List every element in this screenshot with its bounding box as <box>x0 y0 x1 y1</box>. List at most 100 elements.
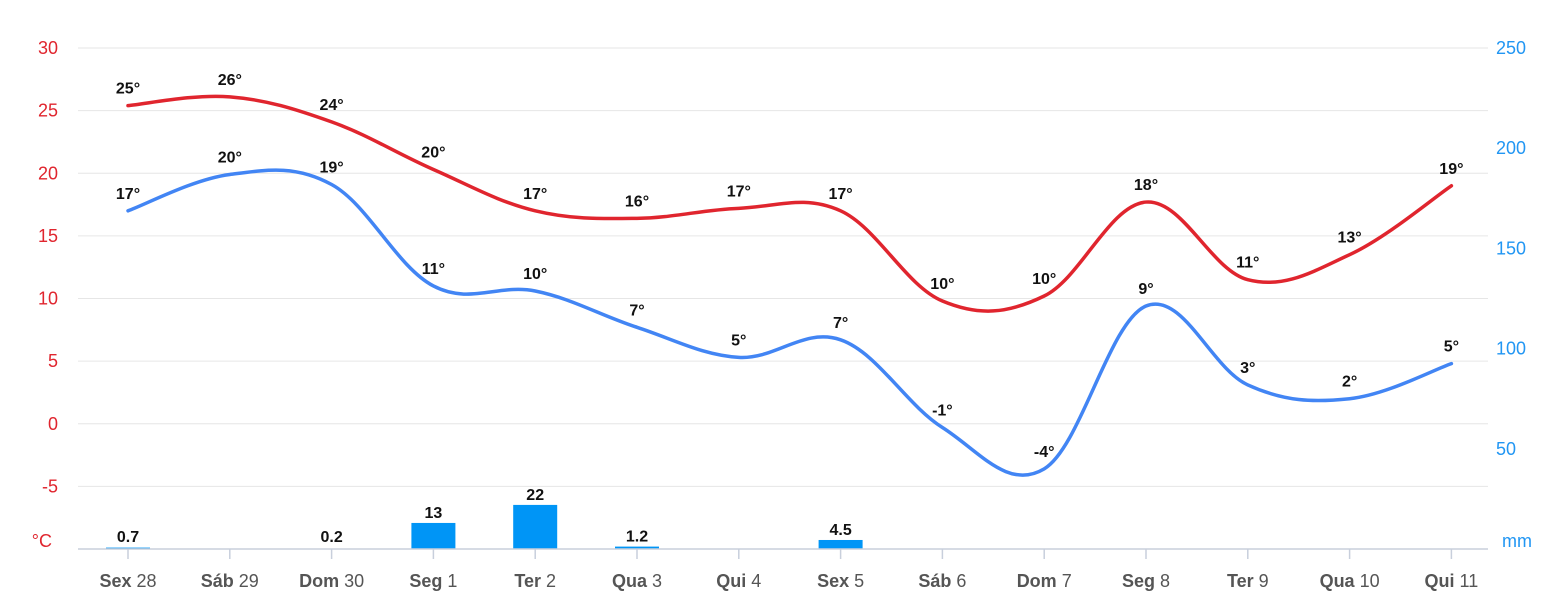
x-tick-date: 30 <box>344 571 364 591</box>
precipitation-bar <box>513 504 558 549</box>
precipitation-label: 0.2 <box>320 529 342 546</box>
max-temperature-label: 20° <box>421 144 445 161</box>
max-temperature-label: 19° <box>1439 161 1463 178</box>
y2-tick-label: 200 <box>1496 138 1526 158</box>
min-temperature-label: 11° <box>422 261 445 278</box>
y-tick-label: 30 <box>38 38 58 58</box>
x-tick-day: Qua <box>1320 571 1360 591</box>
x-tick-date: 2 <box>546 571 556 591</box>
precipitation-label: 4.5 <box>829 522 851 539</box>
x-tick-label: Qua 10 <box>1320 571 1380 591</box>
x-tick-date: 7 <box>1062 571 1072 591</box>
x-axis: Sex 28 Sáb 29 Dom 30 Seg 1 Ter 2 Qua 3 Qui 4 Se… <box>78 548 1488 591</box>
min-temperature-label: 17° <box>116 186 140 203</box>
x-tick-date: 5 <box>854 571 864 591</box>
min-temperature-label: -4° <box>1034 444 1055 461</box>
y2-tick-label: 150 <box>1496 238 1526 258</box>
min-temperature-label: 7° <box>629 302 644 319</box>
y-tick-label: -5 <box>42 476 58 496</box>
x-tick-label: Sex 5 <box>817 571 864 591</box>
x-tick-label: Sáb 29 <box>201 571 259 591</box>
precipitation-label: 0.7 <box>117 529 139 546</box>
x-tick-label: Ter 9 <box>1227 571 1269 591</box>
max-temperature-label: 24° <box>319 97 343 114</box>
y-tick-label: 0 <box>48 414 58 434</box>
x-tick-day: Ter <box>1227 571 1259 591</box>
max-temperature-label: 17° <box>523 186 547 203</box>
min-temperature-label: 7° <box>833 315 848 332</box>
max-temperature-label: 10° <box>930 276 954 293</box>
x-tick-label: Seg 8 <box>1122 571 1170 591</box>
max-temperature-label: 10° <box>1032 271 1056 288</box>
x-tick-day: Ter <box>514 571 546 591</box>
min-temperature-label: 5° <box>1444 339 1459 356</box>
x-tick-date: 6 <box>956 571 966 591</box>
temperature-axis: 30 25 20 15 10 5 0 -5 °C <box>32 38 58 551</box>
x-tick-label: Qui 11 <box>1425 571 1479 591</box>
y-tick-label: 20 <box>38 163 58 183</box>
x-tick-label: Sáb 6 <box>918 571 966 591</box>
x-tick-label: Dom 30 <box>299 571 364 591</box>
min-temperature-label: -1° <box>932 403 953 420</box>
x-tick-label: Qua 3 <box>612 571 662 591</box>
max-temperature-label: 17° <box>727 183 751 200</box>
grid-lines <box>78 47 1488 487</box>
x-tick-day: Dom <box>299 571 344 591</box>
y2-tick-label: 100 <box>1496 339 1526 359</box>
max-temperature-label: 18° <box>1134 177 1158 194</box>
y-axis-unit: °C <box>32 531 52 551</box>
x-tick-date: 29 <box>239 571 259 591</box>
x-tick-label: Dom 7 <box>1017 571 1072 591</box>
precipitation-label: 1.2 <box>626 529 648 546</box>
x-tick-day: Dom <box>1017 571 1062 591</box>
x-tick-label: Qui 4 <box>716 571 761 591</box>
precipitation-bar <box>615 546 659 549</box>
min-temperature-label: 10° <box>523 266 547 283</box>
y-tick-label: 5 <box>48 351 58 371</box>
x-tick-date: 3 <box>652 571 662 591</box>
x-tick-date: 11 <box>1460 571 1479 591</box>
x-tick-label: Sex 28 <box>99 571 156 591</box>
x-tick-date: 9 <box>1259 571 1269 591</box>
y2-tick-label: 50 <box>1496 439 1516 459</box>
precipitation-bar <box>411 522 456 549</box>
max-temperature-label: 13° <box>1337 230 1361 247</box>
x-tick-date: 1 <box>447 571 457 591</box>
max-temperature-label: 17° <box>828 186 852 203</box>
x-tick-date: 8 <box>1160 571 1170 591</box>
x-tick-day: Qui <box>716 571 751 591</box>
temperature-lines <box>126 94 1454 477</box>
min-temperature-line <box>126 168 1454 477</box>
y-tick-label: 25 <box>38 101 58 121</box>
y-tick-label: 10 <box>38 289 58 309</box>
x-tick-label: Seg 1 <box>409 571 457 591</box>
x-tick-label: Ter 2 <box>514 571 556 591</box>
y2-tick-label: 250 <box>1496 38 1526 58</box>
max-temperature-label: 25° <box>116 81 140 98</box>
precipitation-bar <box>818 539 863 549</box>
max-temperature-label: 26° <box>218 72 242 89</box>
precipitation-bars <box>106 504 863 549</box>
min-temperature-label: 19° <box>319 160 343 177</box>
min-temperature-label: 9° <box>1138 281 1153 298</box>
y-tick-label: 15 <box>38 226 58 246</box>
min-temperature-label: 20° <box>218 150 242 167</box>
min-temperature-label: 3° <box>1240 360 1255 377</box>
x-tick-day: Seg <box>1122 571 1160 591</box>
precipitation-axis: 250 200 150 100 50 mm <box>1496 38 1532 551</box>
x-tick-day: Sáb <box>201 571 239 591</box>
x-tick-day: Sáb <box>918 571 956 591</box>
x-tick-day: Sex <box>817 571 854 591</box>
min-temperature-label: 2° <box>1342 374 1357 391</box>
x-tick-date: 4 <box>751 571 761 591</box>
x-tick-day: Seg <box>409 571 447 591</box>
x-tick-day: Qui <box>1425 571 1460 591</box>
max-temperature-line <box>126 94 1454 313</box>
max-temperature-label: 11° <box>1236 255 1259 272</box>
min-temperature-label: 5° <box>731 332 746 349</box>
precipitation-label: 22 <box>526 487 544 504</box>
x-tick-date: 10 <box>1360 571 1380 591</box>
x-tick-day: Qua <box>612 571 652 591</box>
x-tick-day: Sex <box>99 571 136 591</box>
